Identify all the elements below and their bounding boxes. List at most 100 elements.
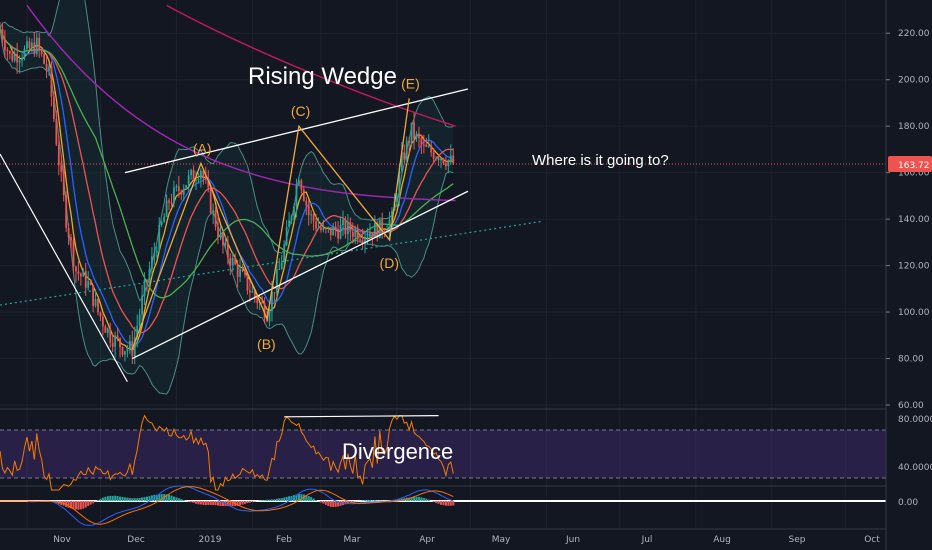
candle-body (212, 210, 215, 213)
support-line-dotted (0, 220, 542, 306)
candle-body (300, 180, 303, 190)
candle-body (128, 341, 131, 350)
candle-body (151, 256, 153, 270)
candle-body (165, 200, 168, 217)
last-price-label: 163.72 (898, 161, 930, 171)
time-tick-label: Jun (565, 535, 580, 545)
time-tick-label: Feb (276, 535, 292, 545)
candle-body (234, 257, 237, 265)
price-tick-label: 60.00 (898, 401, 924, 411)
time-tick-label: Mar (344, 535, 361, 545)
candle-body (381, 219, 384, 232)
candle-body (141, 295, 143, 315)
candle-body (371, 232, 374, 238)
candle-body (87, 281, 90, 288)
candle-body (449, 155, 452, 161)
candle-body (104, 326, 107, 333)
candle-body (45, 63, 48, 71)
candle-body (229, 257, 232, 266)
candle-body (224, 242, 227, 246)
candle-body (177, 186, 180, 192)
wave-label: (B) (257, 336, 276, 352)
candle-body (366, 236, 369, 238)
candle-body (315, 221, 317, 229)
candle-body (121, 347, 124, 355)
time-tick-label: Oct (864, 535, 880, 545)
candle-body (48, 66, 50, 71)
candle-body (207, 179, 210, 188)
candle-body (329, 227, 332, 236)
long-moving-average (166, 4, 456, 127)
candle-body (263, 302, 266, 319)
candle-body (138, 314, 141, 326)
last-price-badge (888, 156, 932, 173)
time-tick-label: Dec (127, 535, 144, 545)
candle-body (155, 250, 158, 253)
candle-body (133, 337, 136, 357)
candle-body (148, 269, 151, 281)
candle-body (202, 170, 205, 178)
candle-body (388, 219, 391, 231)
candle-body (187, 175, 190, 186)
rsi-panel (0, 414, 886, 491)
candle-body (364, 237, 366, 243)
candle-body (413, 122, 415, 138)
candle-body (403, 152, 406, 160)
price-tick-label: 140.00 (898, 215, 930, 225)
candle-body (244, 271, 246, 275)
candle-body (427, 145, 430, 147)
candle-body (261, 301, 264, 303)
candle-body (197, 179, 200, 181)
rsi-line (0, 414, 454, 491)
time-tick-label: 2019 (199, 535, 222, 545)
candle-body (432, 152, 435, 160)
candle-body (109, 328, 112, 343)
downtrend-line (0, 153, 128, 383)
candle-body (23, 48, 26, 59)
candle-body (62, 171, 65, 196)
wave-label: (D) (380, 255, 399, 271)
candle-body (204, 177, 207, 180)
price-axis-bg (886, 0, 932, 550)
candle-body (452, 155, 455, 164)
candle-body (11, 53, 14, 61)
time-tick-label: Nov (53, 535, 71, 545)
candle-body (376, 222, 379, 239)
candle-body (280, 262, 283, 269)
macd-tick-label: 0.00 (898, 498, 918, 508)
candle-body (116, 335, 119, 339)
candle-body (418, 133, 420, 139)
candle-body (271, 292, 273, 312)
candle-body (430, 145, 433, 153)
candle-body (94, 298, 97, 306)
chart-annotation-divergence: Divergence (342, 439, 453, 464)
candle-body (99, 312, 102, 317)
wave-label: (A) (193, 140, 212, 156)
candle-body (126, 349, 129, 352)
candle-body (246, 274, 249, 291)
candle-body (84, 271, 87, 288)
candle-body (26, 41, 28, 49)
price-tick-label: 80.00 (898, 355, 924, 365)
candle-body (143, 279, 146, 296)
candle-body (163, 216, 166, 223)
bollinger-lower (0, 28, 454, 395)
candle-body (420, 138, 423, 145)
candle-body (0, 28, 1, 30)
candle-body (324, 227, 327, 229)
candle-body (405, 140, 408, 160)
candle-body (373, 222, 376, 238)
macd-panel (0, 485, 932, 526)
candle-body (293, 206, 295, 216)
candle-body (278, 268, 281, 270)
candle-body (18, 60, 21, 63)
candle-body (249, 290, 251, 293)
candle-body (190, 169, 192, 176)
candle-body (349, 222, 352, 232)
candle-body (339, 225, 342, 239)
candle-body (435, 158, 437, 160)
candle-body (361, 240, 364, 243)
wedge-lower-line (132, 190, 469, 360)
candle-body (256, 297, 259, 304)
